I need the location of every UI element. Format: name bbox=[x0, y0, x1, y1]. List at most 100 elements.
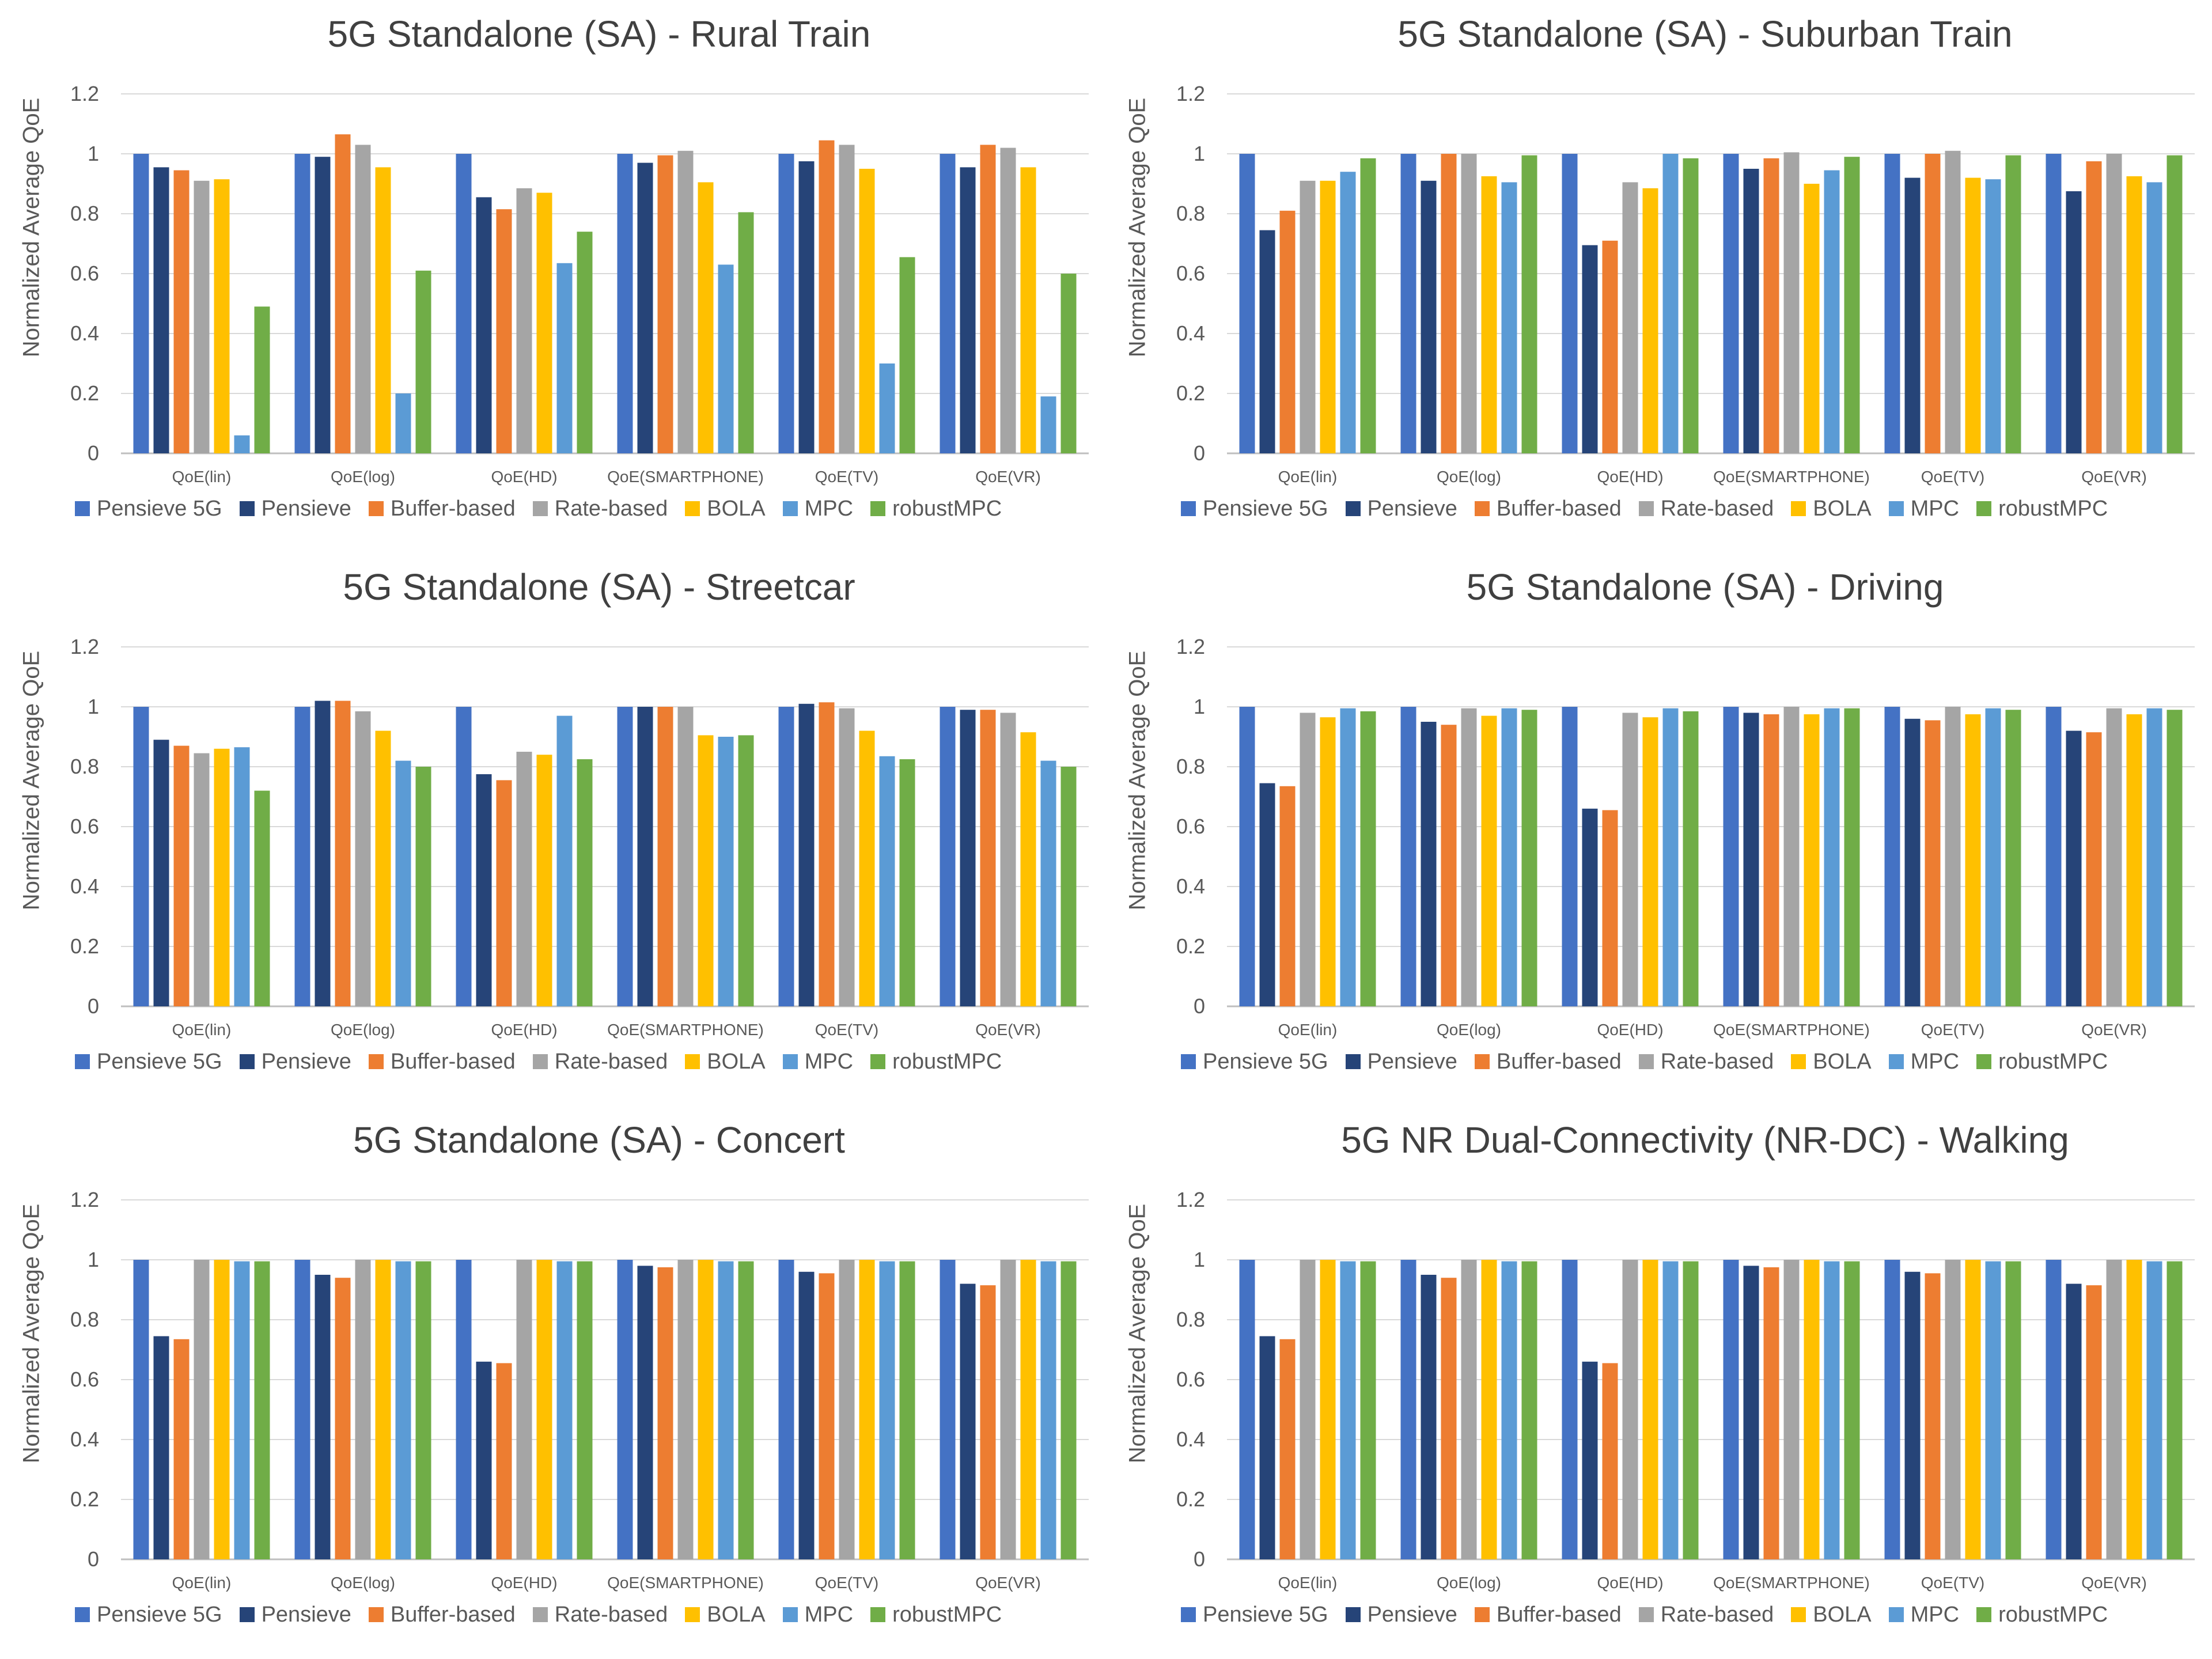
bar bbox=[2126, 1260, 2142, 1559]
legend-label: Pensieve 5G bbox=[97, 1049, 222, 1074]
legend: Pensieve 5G Pensieve Buffer-based Rate-base… bbox=[75, 1600, 1002, 1629]
legend-item: Pensieve bbox=[239, 1603, 351, 1627]
bar bbox=[496, 1363, 512, 1559]
legend-label: Rate-based bbox=[1660, 1602, 1774, 1627]
legend-label: Rate-based bbox=[554, 1602, 668, 1627]
bar bbox=[1279, 1339, 1296, 1559]
bar bbox=[2066, 1283, 2082, 1559]
bar bbox=[1340, 172, 1356, 453]
legend-label: Buffer-based bbox=[390, 1049, 516, 1074]
x-tick-label: QoE(VR) bbox=[975, 468, 1041, 486]
bar bbox=[516, 752, 532, 1006]
y-tick-label: 1 bbox=[88, 695, 99, 718]
bar bbox=[1965, 1260, 1981, 1559]
bar bbox=[2046, 154, 2062, 453]
legend-label: Buffer-based bbox=[390, 496, 516, 521]
bar bbox=[315, 700, 331, 1006]
bar bbox=[1060, 767, 1077, 1006]
legend-swatch bbox=[1791, 1054, 1806, 1069]
legend-label: BOLA bbox=[707, 1602, 766, 1627]
y-tick-label: 0.2 bbox=[70, 381, 99, 405]
legend-label: robustMPC bbox=[1998, 496, 2108, 521]
chart-panel: 5G Standalone (SA) - Driving Normalized A… bbox=[1106, 553, 2212, 1106]
bar bbox=[839, 708, 855, 1006]
bar bbox=[1400, 154, 1416, 453]
bar bbox=[153, 740, 169, 1006]
bar bbox=[556, 1261, 573, 1559]
bar bbox=[2166, 1261, 2183, 1559]
y-tick-label: 0.4 bbox=[70, 874, 99, 898]
bar bbox=[456, 707, 472, 1006]
bar bbox=[1040, 1261, 1056, 1559]
legend-label: Pensieve 5G bbox=[1203, 1049, 1328, 1074]
bar bbox=[1945, 150, 1961, 453]
bar bbox=[577, 232, 593, 453]
bar bbox=[1804, 714, 1820, 1006]
bar bbox=[577, 1261, 593, 1559]
bar bbox=[2146, 182, 2162, 453]
y-tick-label: 1.2 bbox=[1176, 1188, 1205, 1211]
bar bbox=[1000, 147, 1016, 454]
bar bbox=[1020, 167, 1036, 453]
y-tick-label: 0.2 bbox=[1176, 1487, 1205, 1511]
bar bbox=[335, 700, 351, 1006]
x-tick-label: QoE(VR) bbox=[975, 1574, 1041, 1592]
legend-label: BOLA bbox=[1813, 1602, 1872, 1627]
y-tick-label: 0.4 bbox=[70, 1427, 99, 1451]
y-tick-label: 0.6 bbox=[70, 262, 99, 285]
bar bbox=[1320, 180, 1336, 453]
legend-item: Rate-based bbox=[1638, 497, 1774, 521]
legend-item: BOLA bbox=[685, 1602, 766, 1627]
legend-swatch bbox=[1474, 501, 1490, 516]
y-tick-label: 1.2 bbox=[70, 635, 99, 658]
legend-label: Pensieve bbox=[1367, 1049, 1457, 1074]
bar bbox=[315, 1275, 331, 1559]
bar bbox=[496, 209, 512, 453]
legend-item: robustMPC bbox=[1976, 497, 2108, 521]
bar bbox=[2106, 1260, 2122, 1559]
bar bbox=[173, 170, 190, 453]
legend-item: Rate-based bbox=[1638, 1602, 1774, 1627]
bar-chart-svg: 0 0.2 0.4 0.6 0.8 1 1.2 QoE(lin) QoE(log) QoE(HD)… bbox=[70, 1188, 1089, 1592]
bar bbox=[879, 363, 895, 453]
legend-swatch bbox=[1976, 1607, 1992, 1622]
x-tick-label: QoE(TV) bbox=[1921, 1574, 1984, 1592]
bar bbox=[1040, 396, 1056, 453]
legend: Pensieve 5G Pensieve Buffer-based Rate-base… bbox=[1181, 1047, 2108, 1076]
x-tick-label: QoE(SMARTPHONE) bbox=[1713, 1574, 1870, 1592]
bar bbox=[1945, 1260, 1961, 1559]
bar bbox=[1020, 732, 1036, 1006]
bar bbox=[1300, 713, 1316, 1006]
legend-item: BOLA bbox=[1791, 1050, 1872, 1074]
bar bbox=[940, 1260, 956, 1559]
chart-title: 5G Standalone (SA) - Suburban Train bbox=[1397, 13, 2013, 55]
legend-label: Rate-based bbox=[554, 496, 668, 521]
bar bbox=[2066, 730, 2082, 1006]
legend-item: BOLA bbox=[1791, 497, 1872, 521]
x-tick-label: QoE(lin) bbox=[1278, 1021, 1338, 1039]
bar bbox=[1985, 708, 2001, 1006]
bar bbox=[677, 1260, 694, 1559]
bar bbox=[294, 154, 310, 453]
legend-label: Pensieve bbox=[1367, 1602, 1457, 1627]
bar bbox=[133, 707, 149, 1006]
legend-label: Rate-based bbox=[554, 1049, 668, 1074]
legend-label: robustMPC bbox=[892, 1602, 1002, 1627]
bar bbox=[1945, 707, 1961, 1006]
bar-chart-svg: 0 0.2 0.4 0.6 0.8 1 1.2 QoE(lin) QoE(log) QoE(HD)… bbox=[1176, 1188, 2195, 1592]
legend-label: MPC bbox=[1910, 1602, 1960, 1627]
bar bbox=[1925, 1273, 1941, 1559]
bar bbox=[1461, 1260, 1477, 1559]
legend-item: robustMPC bbox=[870, 1050, 1002, 1074]
chart-title: 5G Standalone (SA) - Concert bbox=[353, 1119, 845, 1161]
legend-label: Pensieve 5G bbox=[97, 1602, 222, 1627]
bar bbox=[1743, 169, 1759, 453]
legend-item: Pensieve 5G bbox=[1181, 497, 1328, 521]
bar bbox=[718, 737, 734, 1006]
bar bbox=[698, 182, 714, 453]
bar bbox=[859, 169, 875, 453]
bar bbox=[1783, 152, 1800, 453]
y-tick-label: 0.4 bbox=[1176, 321, 1205, 345]
bar bbox=[355, 1260, 371, 1559]
bar bbox=[1020, 1260, 1036, 1559]
